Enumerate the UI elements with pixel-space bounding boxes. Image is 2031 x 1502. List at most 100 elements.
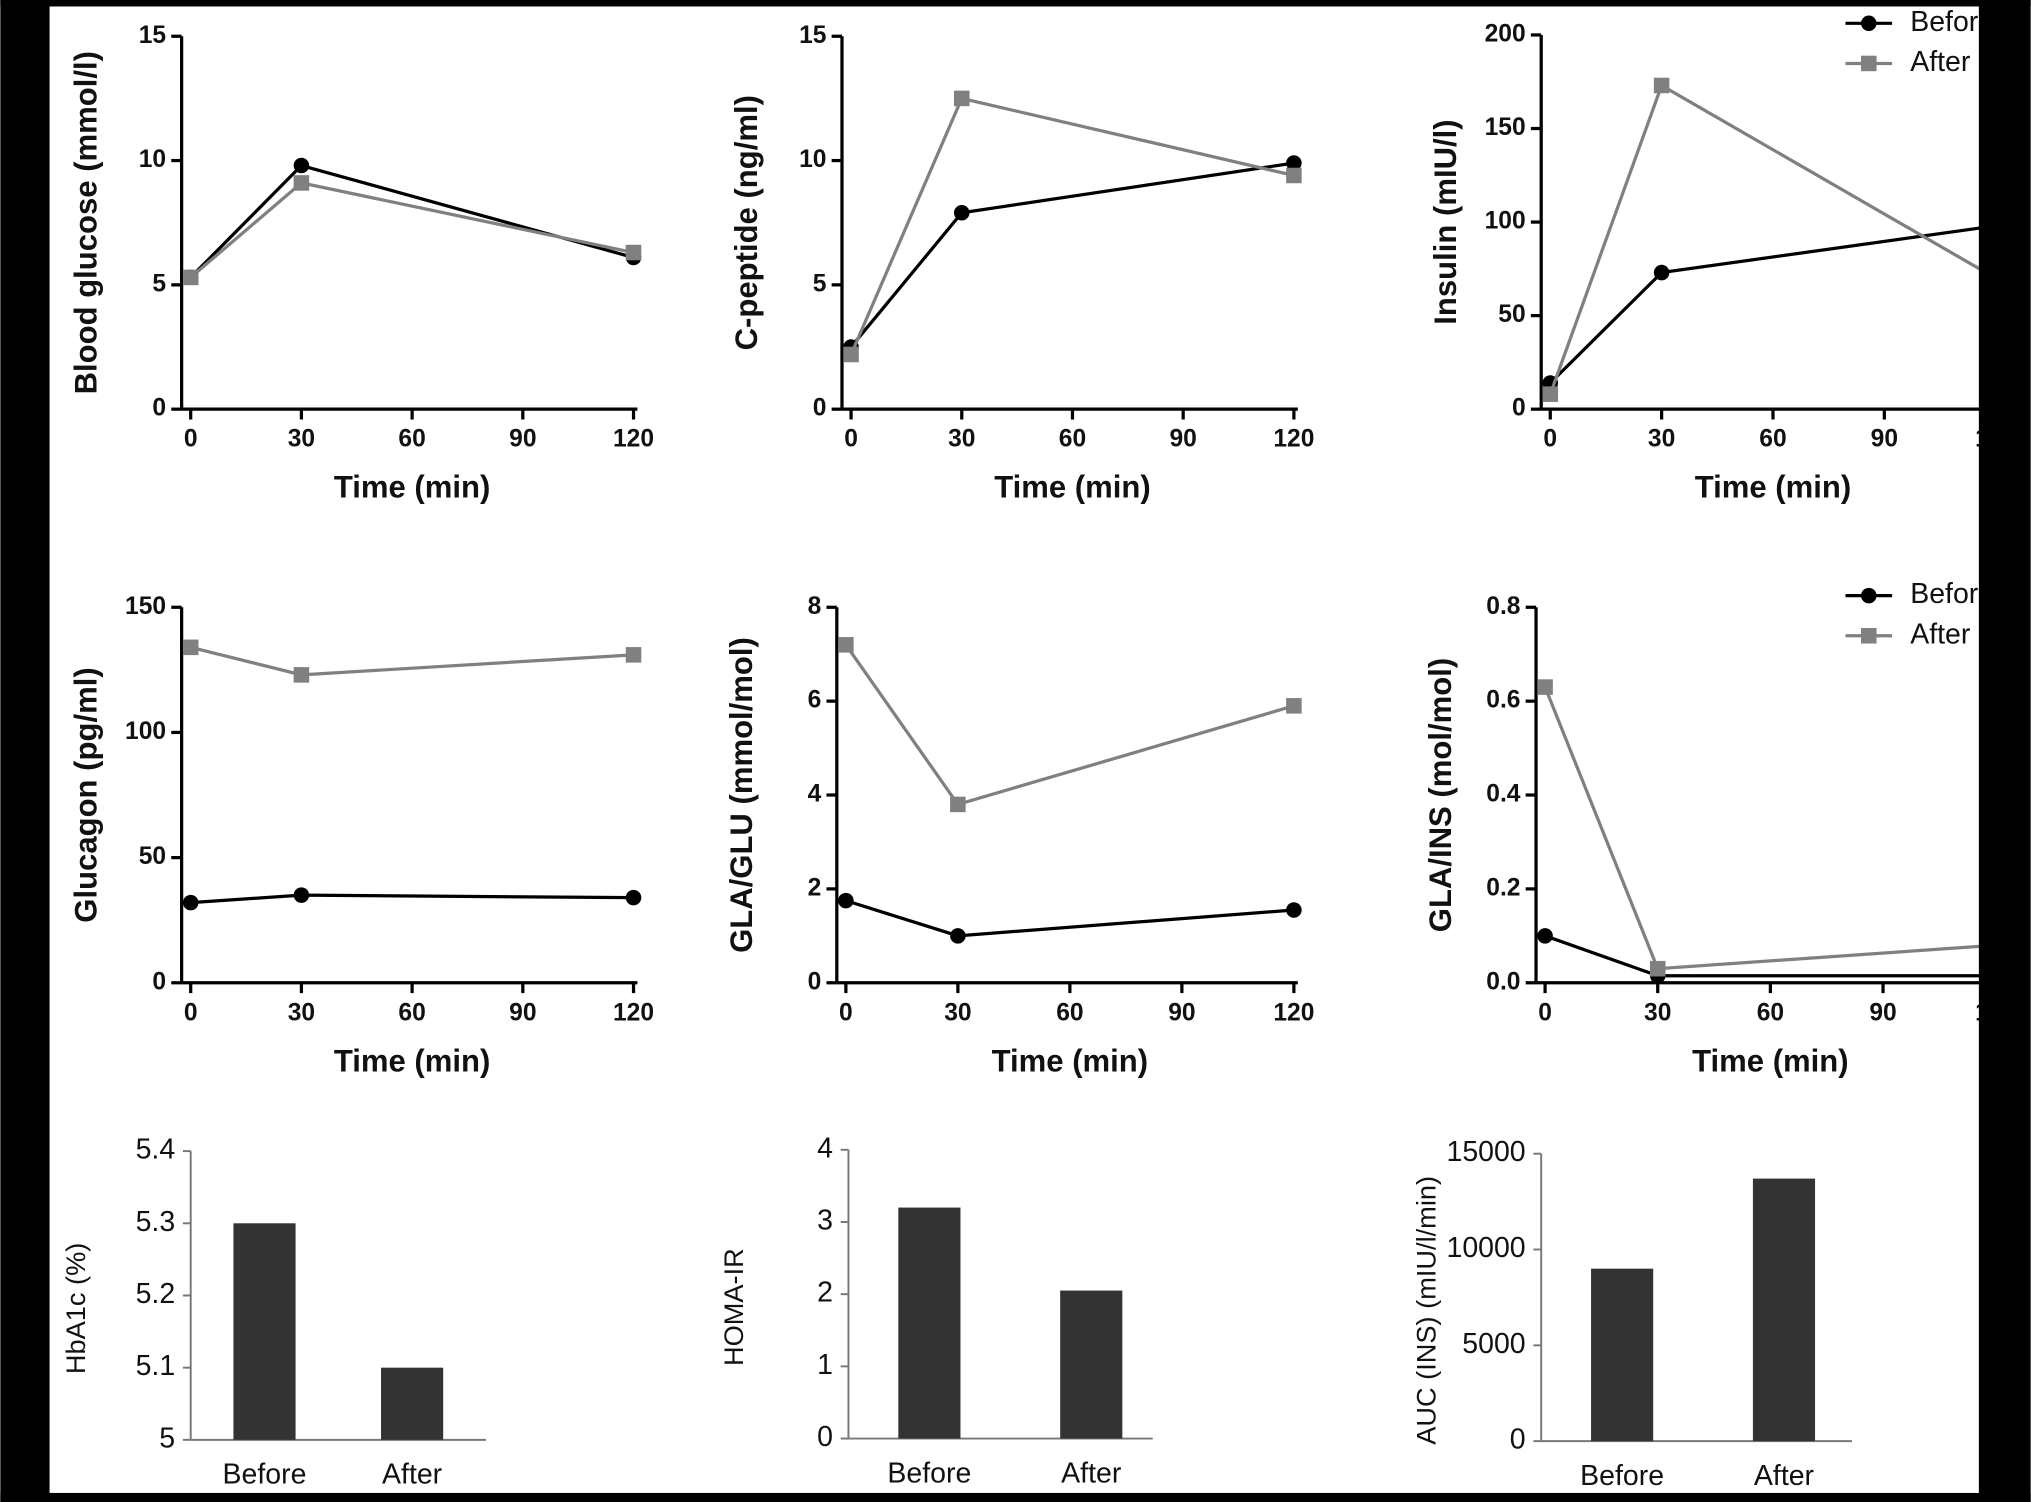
- legend-marker: [1861, 15, 1877, 32]
- marker: [953, 90, 970, 107]
- marker: [1286, 155, 1302, 171]
- y-tick-label: 5: [152, 270, 166, 297]
- y-axis-label: HbA1c (%): [60, 1243, 91, 1374]
- y-tick-label: 8: [808, 593, 822, 620]
- y-tick-label: 0.0: [1486, 968, 1520, 995]
- y-tick-label: 15000: [1446, 1136, 1525, 1168]
- marker: [182, 639, 199, 656]
- y-axis-label: GLA/GLU (mmol/mol): [724, 637, 759, 953]
- y-tick-label: 200: [1485, 20, 1526, 47]
- marker: [1653, 77, 1670, 94]
- marker: [843, 346, 859, 363]
- marker: [1649, 960, 1666, 977]
- y-tick-label: 0: [808, 968, 822, 995]
- y-tick-label: 100: [1485, 208, 1526, 235]
- y-tick-label: 0.2: [1486, 874, 1520, 901]
- y-tick-label: 5.1: [136, 1350, 176, 1382]
- y-tick-label: 0: [1510, 1424, 1526, 1456]
- y-axis-label: HOMA-IR: [718, 1248, 749, 1366]
- x-axis-label: Time (min): [334, 470, 490, 505]
- series-line: [844, 643, 1295, 807]
- legend-marker: [1861, 587, 1877, 604]
- marker: [293, 175, 310, 191]
- bar: [898, 1207, 961, 1439]
- x-tick-label: 90: [1869, 999, 1896, 1026]
- x-tick-label: 30: [944, 999, 971, 1026]
- x-tick-label: 60: [1759, 426, 1786, 453]
- marker: [625, 244, 642, 261]
- series-line: [849, 161, 1295, 349]
- y-tick-label: 0.6: [1486, 687, 1520, 714]
- x-tick-label: 90: [1168, 999, 1195, 1026]
- y-tick-label: 0.4: [1486, 781, 1521, 808]
- marker: [1286, 698, 1302, 714]
- y-tick-label: 10: [799, 146, 826, 173]
- marker: [1537, 679, 1553, 695]
- x-tick-label: 0: [839, 999, 853, 1026]
- y-tick-label: 10: [139, 146, 166, 173]
- marker: [625, 647, 642, 663]
- series-line: [1544, 934, 1996, 978]
- x-tick-label: 120: [613, 999, 654, 1026]
- x-axis-label: Time (min): [994, 470, 1150, 505]
- y-tick-label: 2: [817, 1277, 833, 1309]
- y-tick-label: 100: [125, 718, 166, 745]
- x-tick-label: 90: [1871, 426, 1898, 453]
- marker: [293, 887, 310, 903]
- x-tick-label: After: [1754, 1460, 1814, 1492]
- y-tick-label: 5000: [1462, 1328, 1525, 1360]
- x-tick-label: 90: [509, 426, 536, 453]
- x-tick-label: 30: [1648, 426, 1675, 453]
- y-tick-label: 4: [817, 1132, 833, 1164]
- y-tick-label: 3: [817, 1205, 833, 1237]
- y-axis-label: C-peptide (ng/ml): [729, 95, 764, 350]
- y-tick-label: 5.3: [136, 1206, 176, 1238]
- x-tick-label: 90: [509, 999, 536, 1026]
- y-tick-label: 150: [125, 593, 166, 620]
- series-line: [1548, 83, 1997, 395]
- y-tick-label: 0: [152, 395, 166, 422]
- y-tick-label: 0.8: [1486, 593, 1520, 620]
- marker: [1542, 386, 1559, 402]
- bar: [1591, 1268, 1654, 1442]
- border-left: [0, 0, 50, 1502]
- y-axis-label: GLA/INS (mol/mol): [1423, 658, 1458, 932]
- x-axis-label: Time (min): [334, 1043, 490, 1078]
- y-tick-label: 10000: [1446, 1232, 1525, 1264]
- x-tick-label: 120: [1273, 426, 1314, 453]
- series-line: [190, 645, 634, 677]
- bar: [1752, 1178, 1816, 1442]
- marker: [950, 928, 966, 944]
- marker: [950, 796, 966, 813]
- x-tick-label: 90: [1170, 426, 1197, 453]
- x-tick-label: 0: [184, 426, 198, 453]
- marker: [953, 204, 970, 221]
- x-axis-label: Time (min): [1692, 1043, 1848, 1078]
- x-tick-label: After: [382, 1459, 442, 1491]
- border-top: [0, 0, 2031, 7]
- bar: [233, 1223, 296, 1440]
- x-tick-label: 0: [184, 999, 198, 1026]
- series-line: [1543, 686, 1996, 971]
- y-tick-label: 50: [1498, 301, 1525, 328]
- x-axis-label: Time (min): [992, 1043, 1148, 1078]
- y-tick-label: 5.4: [136, 1134, 176, 1166]
- x-tick-label: 60: [1056, 999, 1083, 1026]
- marker: [1286, 167, 1302, 184]
- x-tick-label: After: [1061, 1457, 1121, 1489]
- legend-label: After: [1910, 46, 1970, 78]
- y-tick-label: 0: [1512, 395, 1526, 422]
- marker: [293, 667, 310, 683]
- marker: [838, 892, 854, 909]
- y-axis-label: Glucagon (pg/ml): [69, 667, 104, 922]
- y-tick-label: 0: [152, 968, 166, 995]
- x-tick-label: Before: [887, 1457, 971, 1489]
- y-axis-label: AUC (INS) (mIU/l/min): [1411, 1176, 1442, 1445]
- y-tick-label: 6: [808, 687, 822, 714]
- marker: [293, 157, 310, 174]
- y-tick-label: 150: [1485, 114, 1526, 141]
- y-tick-label: 0: [817, 1421, 833, 1453]
